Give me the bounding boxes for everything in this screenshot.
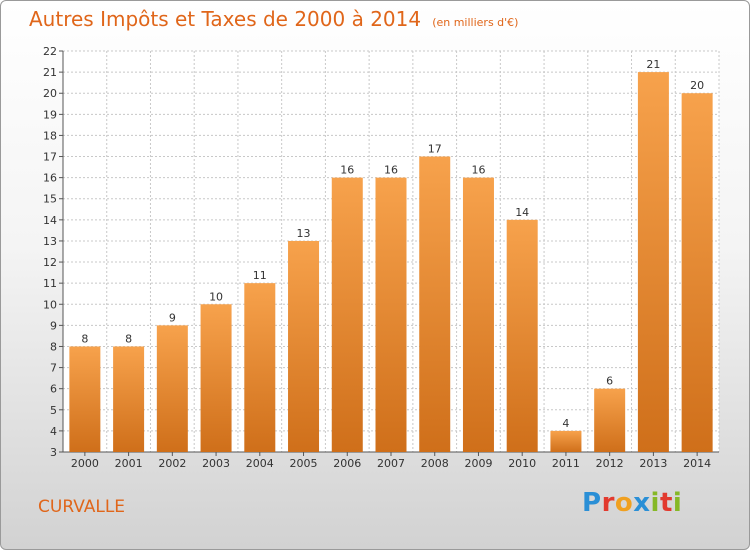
x-tick-label: 2002 [158,457,186,470]
x-tick-label: 2006 [333,457,361,470]
bar-2002 [156,325,188,452]
y-tick-label: 5 [50,404,57,417]
data-label-2009: 16 [471,164,485,177]
data-label-2014: 20 [690,79,704,92]
y-tick-label: 11 [43,277,57,290]
data-label-2000: 8 [81,332,88,345]
bar-2013 [637,72,669,453]
data-label-2007: 16 [384,164,398,177]
y-tick-label: 15 [43,193,57,206]
x-tick-label: 2003 [202,457,230,470]
x-tick-label: 2000 [71,457,99,470]
y-tick-label: 8 [50,340,57,353]
y-tick-label: 22 [43,45,57,58]
y-tick-label: 14 [43,214,57,227]
y-tick-label: 16 [43,172,57,185]
data-label-2005: 13 [297,227,311,240]
y-tick-label: 4 [50,425,57,438]
chart-title-text: Autres Impôts et Taxes de 2000 à 2014 [29,7,422,31]
y-tick-label: 3 [50,446,57,459]
x-tick-label: 2005 [290,457,318,470]
chart-subtitle: (en milliers d'€) [432,16,519,29]
bar-2014 [681,93,713,453]
y-tick-label: 17 [43,151,57,164]
x-tick-label: 2014 [683,457,711,470]
data-label-2011: 4 [562,417,569,430]
x-tick-label: 2012 [596,457,624,470]
bar-2008 [419,156,451,453]
x-tick-label: 2004 [246,457,274,470]
y-tick-label: 13 [43,235,57,248]
bar-2005 [288,240,320,452]
commune-name: CURVALLE [38,497,126,517]
bar-2003 [200,304,232,452]
bar-2010 [506,219,538,452]
data-label-2012: 6 [606,375,613,388]
y-tick-label: 19 [43,108,57,121]
bar-2006 [331,177,363,452]
y-tick-label: 21 [43,66,57,79]
x-tick-label: 2013 [639,457,667,470]
proxiti-logo: Proxiti [582,488,683,518]
bar-2001 [113,346,145,452]
data-label-2008: 17 [428,143,442,156]
y-tick-label: 20 [43,87,57,100]
data-label-2010: 14 [515,206,529,219]
bar-2007 [375,177,407,452]
data-label-2002: 9 [169,311,176,324]
y-tick-label: 7 [50,362,57,375]
y-tick-label: 9 [50,319,57,332]
y-tick-label: 6 [50,383,57,396]
x-tick-label: 2007 [377,457,405,470]
data-label-2001: 8 [125,332,132,345]
bar-2004 [244,283,276,452]
y-tick-label: 10 [43,298,57,311]
bars [69,72,713,453]
bar-2009 [462,177,494,452]
x-tick-label: 2011 [552,457,580,470]
data-labels: 8 8 9 10 11 13 16 16 17 16 14 4 6 21 20 [81,58,704,430]
bar-2011 [550,430,582,452]
chart-title: Autres Impôts et Taxes de 2000 à 2014 (e… [29,7,518,31]
data-label-2013: 21 [646,58,660,71]
x-tick-label: 2010 [508,457,536,470]
data-label-2003: 10 [209,290,223,303]
data-label-2006: 16 [340,164,354,177]
x-tick-label: 2001 [115,457,143,470]
x-tick-label: 2008 [421,457,449,470]
bar-2012 [594,388,626,452]
data-label-2004: 11 [253,269,267,282]
axes: 3 4 5 6 7 8 9 10 11 12 13 14 15 16 17 18 19 20 21 22 2000 200… [43,45,719,470]
y-tick-label: 18 [43,129,57,142]
bar-2000 [69,346,101,452]
y-tick-label: 12 [43,256,57,269]
x-tick-label: 2009 [464,457,492,470]
